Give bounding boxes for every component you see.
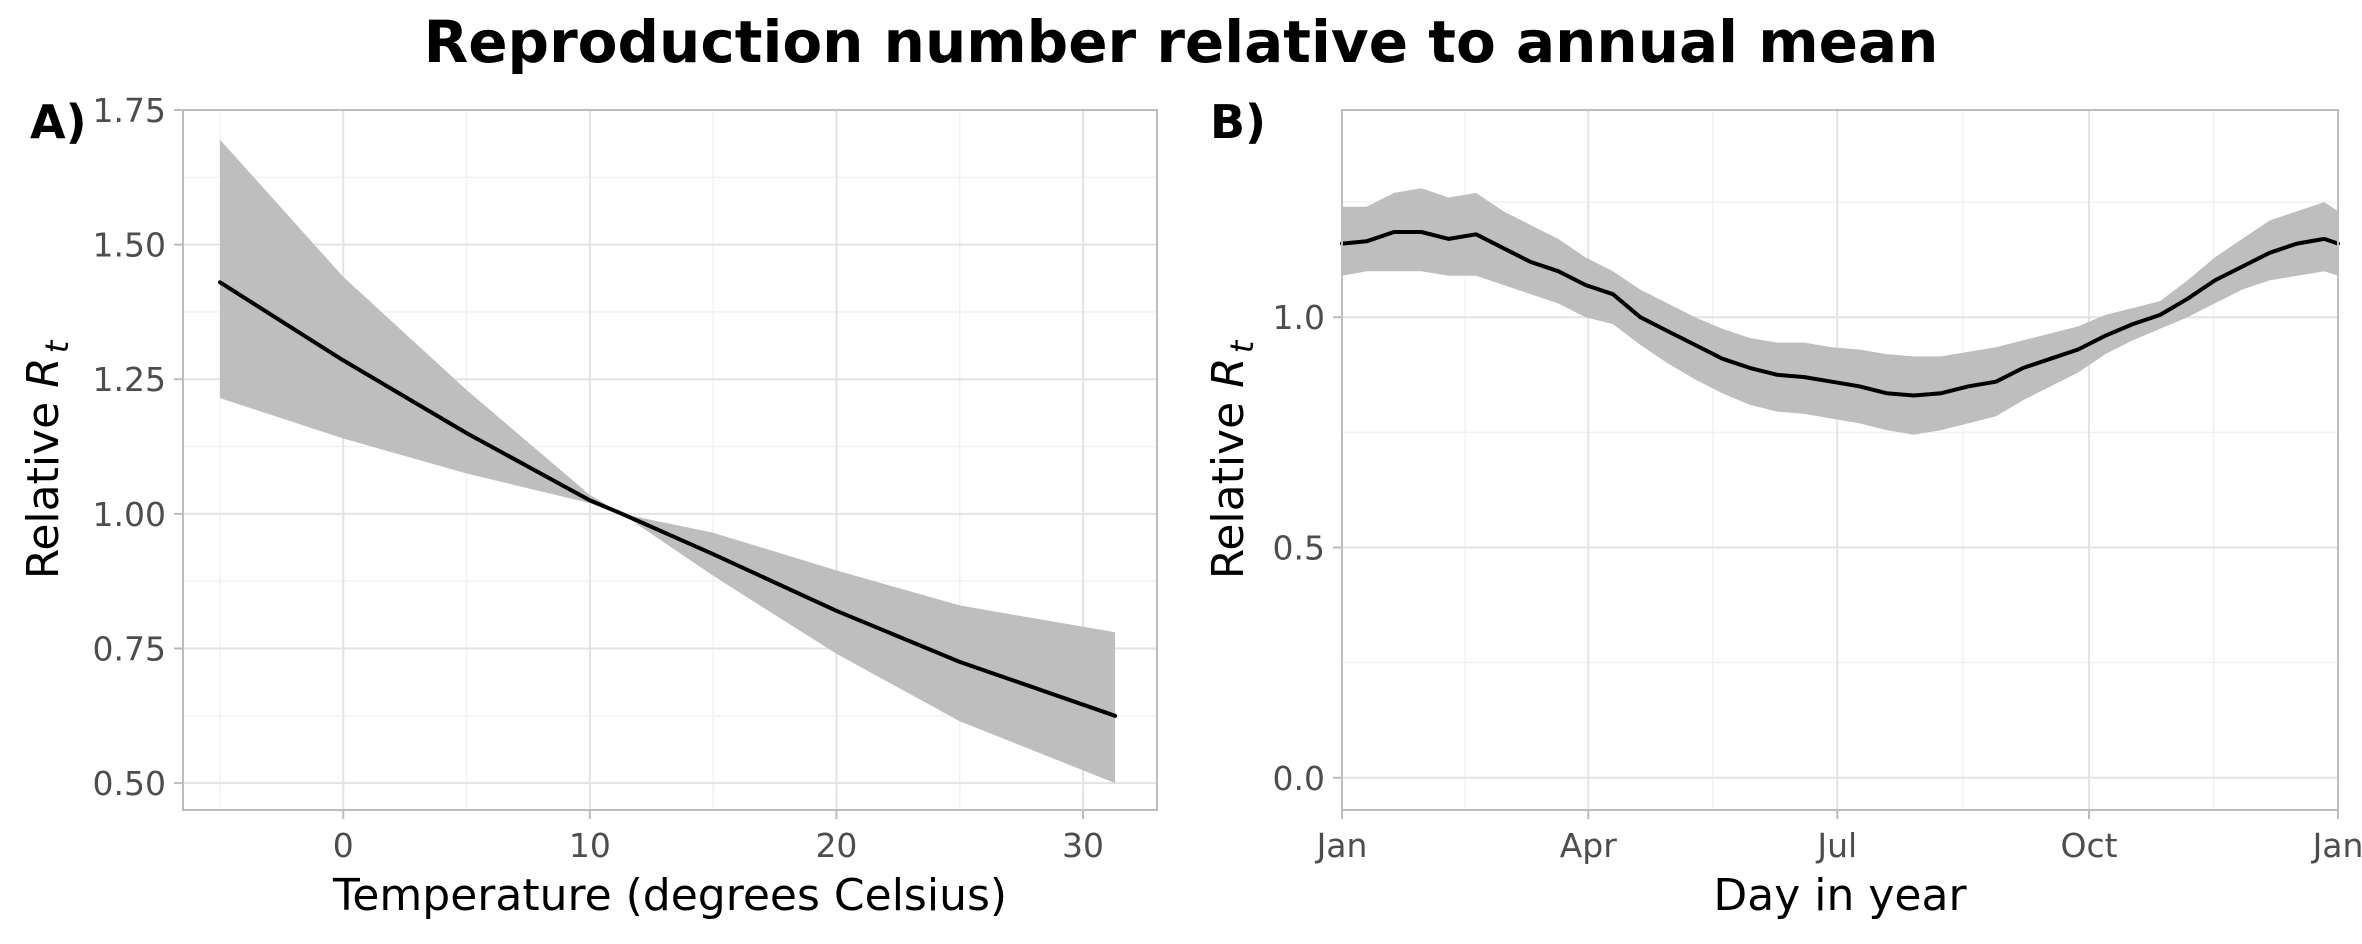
- y-tick-label: 1.75: [93, 91, 166, 130]
- panel-tag: A): [30, 95, 87, 149]
- x-tick-label: Jan: [1315, 826, 1368, 865]
- x-tick-label: 10: [569, 826, 611, 865]
- y-axis-label: Relative Rt: [18, 339, 76, 579]
- y-tick-label: 0.0: [1273, 759, 1325, 798]
- x-axis-label: Temperature (degrees Celsius): [332, 870, 1007, 921]
- y-axis-label-text: Relative: [1203, 388, 1254, 579]
- y-tick-label: 1.25: [93, 360, 166, 399]
- estimate-line: [218, 280, 1118, 718]
- y-tick-label: 1.0: [1273, 298, 1325, 337]
- x-tick-label: 20: [815, 826, 857, 865]
- x-tick-label: 30: [1062, 826, 1104, 865]
- x-tick-label: Jan: [2311, 826, 2362, 865]
- y-axis-label-subscript: t: [1223, 339, 1261, 353]
- plot-frame: [182, 109, 1158, 811]
- y-tick-label: 0.75: [93, 629, 166, 668]
- x-tick-label: Apr: [1560, 826, 1618, 865]
- panel-b-day-in-year: Jan Apr Jul Oct Jan 0.0 0.5 1.0 Day in year Relat…: [1203, 95, 2362, 921]
- x-axis-label: Day in year: [1713, 870, 1967, 921]
- figure-title: Reproduction number relative to annual m…: [424, 8, 1939, 76]
- y-axis-label-symbol: R: [18, 357, 69, 388]
- x-tick-label: Oct: [2060, 826, 2117, 865]
- y-axis-label-subscript: t: [38, 339, 76, 353]
- confidence-band: [220, 139, 1116, 784]
- x-tick-label: 0: [333, 826, 354, 865]
- panel-tag: B): [1210, 95, 1266, 149]
- y-tick-label: 0.5: [1273, 529, 1325, 568]
- y-tick-label: 0.50: [93, 764, 166, 803]
- confidence-band: [1342, 188, 2338, 435]
- y-axis-label-text: Relative: [18, 388, 69, 579]
- panel-a-temperature: 0 10 20 30 0.50 0.75 1.00 1.25 1.50 1.75 Temperatu…: [18, 91, 1158, 921]
- y-tick-label: 1.00: [93, 495, 166, 534]
- y-axis-label: Relative Rt: [1203, 339, 1261, 579]
- y-tick-label: 1.50: [93, 226, 166, 265]
- x-tick-label: Jul: [1815, 826, 1857, 865]
- estimate-line: [1340, 230, 2340, 398]
- y-axis-label-symbol: R: [1203, 357, 1254, 388]
- plot-frame: [1341, 109, 2339, 811]
